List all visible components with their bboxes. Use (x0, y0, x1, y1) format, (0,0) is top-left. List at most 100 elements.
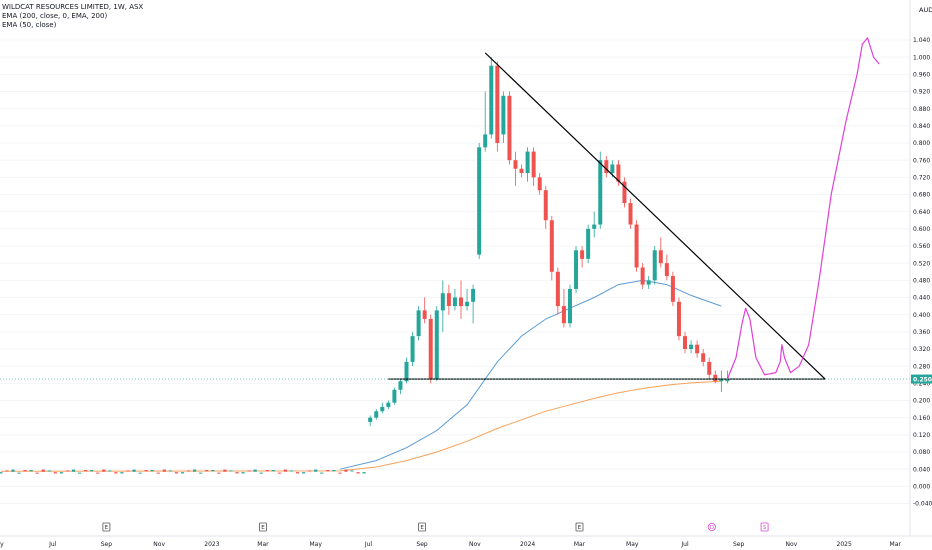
candle (422, 297, 427, 324)
candle (434, 306, 439, 382)
candle (223, 469, 227, 472)
candle-body (398, 381, 403, 390)
candle-body (531, 151, 536, 178)
candle (574, 246, 579, 294)
candle (386, 400, 391, 410)
candle (35, 472, 39, 474)
candle (108, 470, 112, 472)
candle-body (501, 95, 506, 135)
candle-body (670, 276, 675, 302)
event-marker-earnings[interactable]: E (575, 522, 584, 532)
projection-brush-path[interactable] (726, 37, 880, 380)
candle (235, 472, 239, 474)
candle-body (628, 203, 633, 225)
time-axis[interactable]: ay Jul Sep Nov 2023 Mar May Jul Sep Nov 2024 Mar May… (0, 535, 932, 548)
candle-body (368, 417, 373, 422)
candle (683, 331, 688, 354)
legend-symbol[interactable]: WILDCAT RESOURCES LIMITED, 1W, ASX (2, 3, 144, 11)
candle (150, 470, 154, 472)
candle (301, 472, 306, 474)
legend-ema50[interactable]: EMA (50, close) (2, 21, 57, 29)
event-marker-dividend[interactable]: D (707, 523, 716, 532)
price-tick-label: 0.320 (913, 346, 930, 353)
candle (537, 173, 542, 195)
candle-body (719, 379, 724, 382)
candle (580, 246, 585, 268)
candle (440, 280, 445, 332)
candle-body (465, 301, 470, 307)
candle-body (410, 336, 415, 362)
candle-body (471, 288, 476, 302)
candle-body (640, 267, 645, 285)
event-marker-label: D (710, 525, 714, 531)
candle (5, 470, 9, 472)
price-axis[interactable]: AUD 1.040 1.000 0.960 0.920 0.880 0.840 0.800 0.… (909, 0, 932, 536)
candle (446, 284, 451, 315)
candle (701, 349, 706, 367)
drawings[interactable] (0, 37, 910, 380)
event-marker-earnings[interactable]: E (418, 522, 426, 532)
candle-body (658, 250, 663, 264)
time-tick-label: May (309, 541, 322, 548)
candle-body (513, 160, 518, 169)
candle (241, 472, 245, 474)
candle (658, 237, 663, 268)
time-tick-label: Jul (680, 541, 689, 548)
event-marker-label: E (261, 525, 265, 531)
price-tick-label: 0.000 (913, 484, 930, 491)
candle (392, 387, 397, 405)
candle (283, 469, 288, 472)
time-tick-label: Mar (257, 541, 269, 548)
candle-body (586, 228, 591, 259)
event-marker-earnings[interactable]: E (102, 522, 111, 532)
event-marker-earnings[interactable]: E (259, 522, 267, 532)
time-tick-label: Nov (786, 541, 798, 548)
candle (253, 469, 257, 472)
candle (102, 469, 106, 472)
price-tick-label: 0.560 (913, 243, 930, 250)
candle (289, 470, 294, 472)
time-tick-label: Nov (153, 541, 165, 548)
price-tick-label: 0.880 (913, 106, 930, 113)
candle (543, 185, 548, 229)
currency-label: AUD (919, 6, 932, 14)
price-tick-label: 0.840 (913, 123, 930, 130)
time-tick-label: Nov (469, 541, 481, 548)
candle-body (689, 344, 694, 349)
candle (71, 469, 76, 472)
candle (368, 415, 373, 427)
last-price-badge[interactable]: 0.250 (911, 374, 932, 384)
candle (259, 472, 263, 474)
price-tick-label: 1.040 (913, 37, 930, 44)
resistance-trendline[interactable] (484, 52, 826, 380)
candle (549, 215, 554, 281)
candle-body (489, 65, 494, 135)
candle (271, 470, 275, 472)
price-tick-label: 0.680 (913, 192, 930, 199)
candle-body (452, 297, 457, 307)
time-tick-label: Jul (48, 541, 57, 548)
candle (90, 470, 94, 472)
price-tick-label: 0.520 (913, 260, 930, 267)
candle (598, 151, 603, 229)
candle (277, 472, 281, 474)
candle-body (495, 65, 500, 143)
candle (519, 164, 524, 178)
candle (193, 469, 197, 472)
legend-ema200[interactable]: EMA (200, close, 0, EMA, 200) (2, 12, 108, 20)
candle-body (622, 181, 627, 204)
price-tick-label: 0.480 (913, 278, 930, 285)
event-marker-split[interactable]: S (760, 522, 769, 532)
candle (513, 151, 518, 186)
candle (592, 211, 597, 238)
candle (211, 470, 215, 472)
candle (471, 284, 476, 324)
candle (670, 271, 675, 307)
candle (77, 472, 82, 474)
event-marker-shape (707, 523, 716, 532)
candle-body (537, 177, 542, 191)
candle (628, 198, 633, 229)
price-tick-label: 0.960 (913, 72, 930, 79)
